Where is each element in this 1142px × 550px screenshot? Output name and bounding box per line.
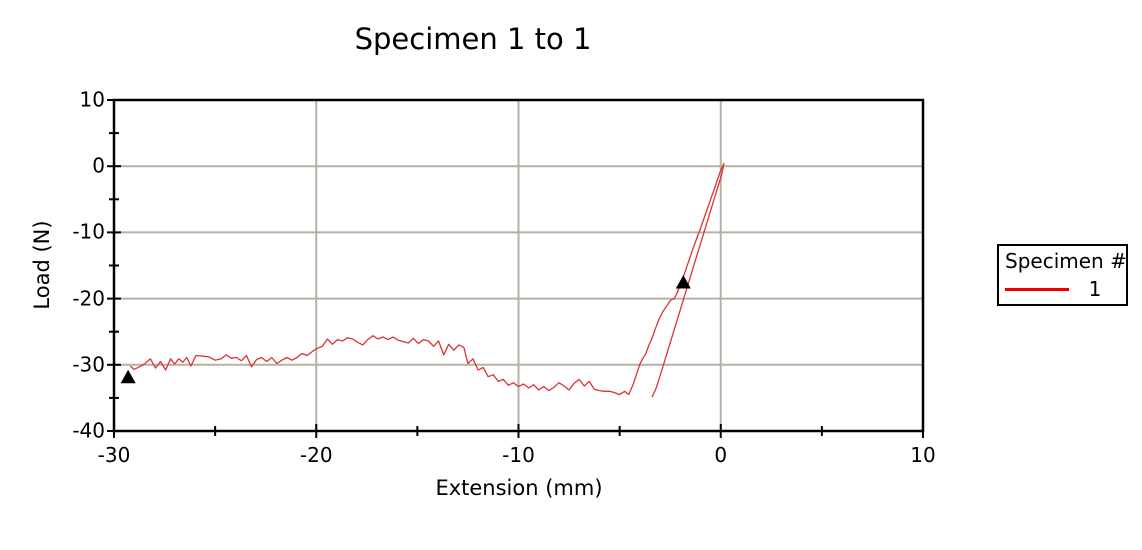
gridlines	[114, 100, 923, 431]
y-tick-label: -40	[72, 418, 105, 443]
legend-item: 1	[1005, 279, 1121, 299]
x-tick-label: -30	[97, 443, 131, 467]
y-tick-label: 0	[92, 153, 105, 178]
y-tick-label: 10	[79, 87, 105, 112]
x-axis-title: Extension (mm)	[435, 476, 603, 500]
triangle-marker	[675, 275, 691, 289]
legend-title: Specimen #	[1005, 249, 1127, 273]
y-tick-label: -30	[72, 352, 105, 377]
y-tick-label: -10	[72, 219, 105, 244]
x-tick-label: -10	[502, 443, 535, 467]
legend-item-label: 1	[1088, 277, 1102, 301]
x-tick-label: -20	[299, 443, 333, 467]
chart-title: Specimen 1 to 1	[354, 22, 592, 56]
x-tick-label: 10	[910, 443, 936, 467]
triangle-marker	[120, 369, 136, 384]
y-tick-label: -20	[72, 286, 105, 311]
legend-line-swatch	[1005, 287, 1069, 291]
point-markers	[120, 275, 691, 384]
x-tick-label: 0	[714, 443, 728, 467]
axis-ticks	[107, 99, 924, 438]
legend: Specimen # 1	[997, 244, 1128, 306]
series-curve-specimen-1	[129, 162, 725, 398]
